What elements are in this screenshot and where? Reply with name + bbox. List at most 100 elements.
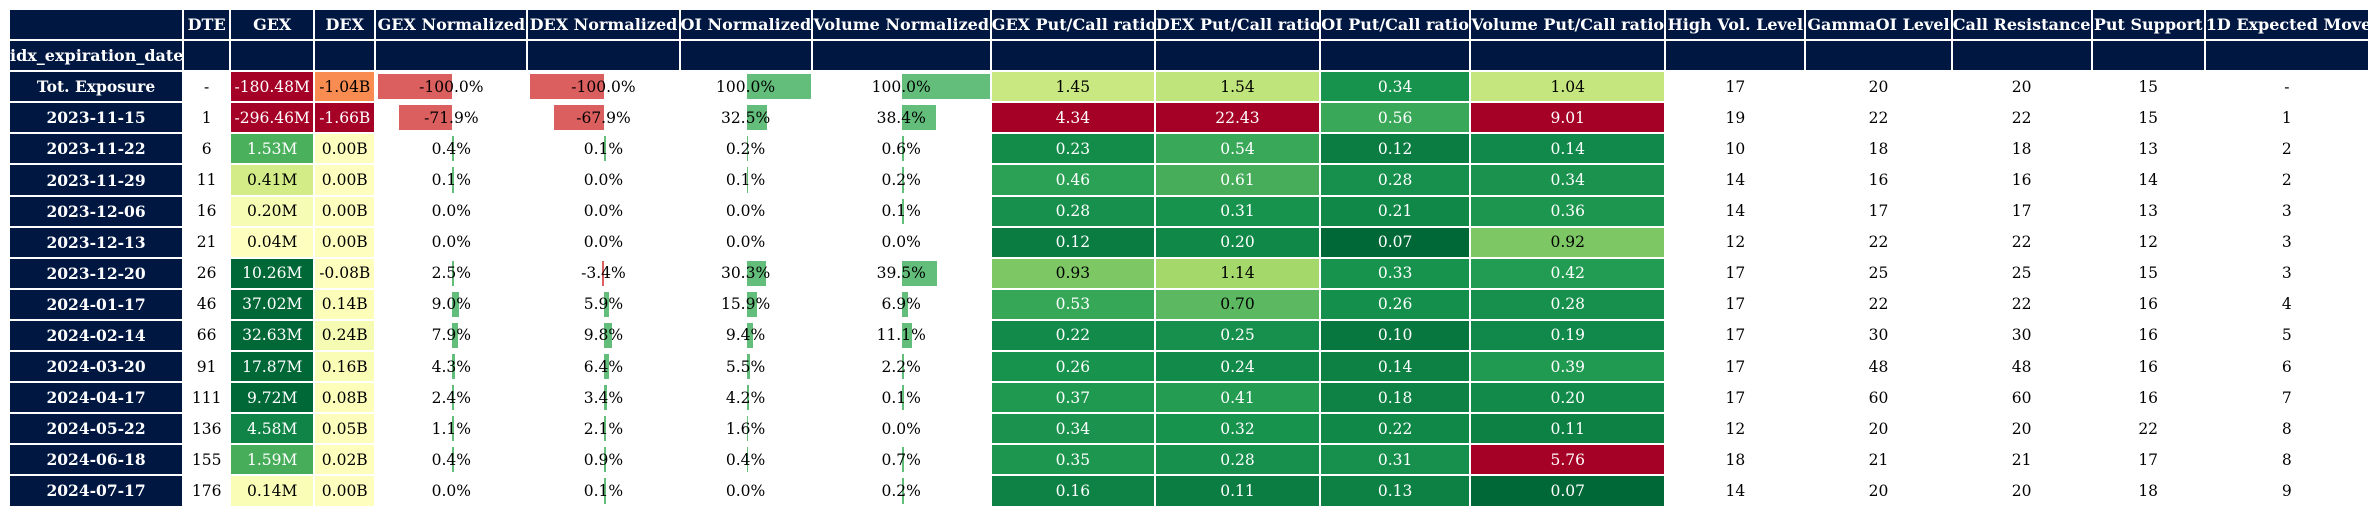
- column-header-dte: DTE: [182, 7, 232, 42]
- bar-cell: 0.2%: [678, 132, 813, 166]
- cell-value: 17.87M: [229, 350, 316, 384]
- cell-value: 12: [2090, 225, 2206, 259]
- cell-value: 0.14: [1319, 350, 1472, 384]
- column-header-dex: DEX: [313, 7, 377, 42]
- cell-value: 0.0%: [583, 233, 624, 252]
- cell-value: -100.0%: [419, 77, 484, 96]
- data-bar: [746, 416, 749, 442]
- bar-cell: 0.0%: [526, 163, 681, 197]
- cell-value: 30.3%: [720, 264, 771, 283]
- cell-value: 100.0%: [716, 77, 776, 96]
- cell-value: 18: [2090, 474, 2206, 508]
- bar-cell: 0.0%: [810, 225, 992, 259]
- cell-value: 0.04M: [229, 225, 316, 259]
- cell-value: 15: [2090, 256, 2206, 290]
- cell-value: 22: [1950, 225, 2093, 259]
- cell-value: 17: [1664, 287, 1807, 321]
- bar-cell: 2.5%: [374, 256, 529, 290]
- data-bar: [378, 74, 453, 100]
- cell-value: 60: [1950, 381, 2093, 415]
- data-bar: [902, 354, 905, 380]
- cell-value: 1.04: [1469, 70, 1667, 104]
- bar-cell: -100.0%: [374, 70, 529, 104]
- row-label: 2023-11-15: [7, 101, 185, 135]
- index-header-blank: [7, 7, 185, 42]
- cell-value: 0.53: [989, 287, 1156, 321]
- table-body: Tot. Exposure - -180.48M -1.04B -100.0% -100.…: [7, 70, 2371, 508]
- bar-cell: 2.4%: [374, 381, 529, 415]
- table-row: 2023-12-06 16 0.20M 0.00B 0.0% 0.0% 0.0% 0.1% 0.…: [7, 194, 2371, 228]
- table-row: Tot. Exposure - -180.48M -1.04B -100.0% -100.…: [7, 70, 2371, 104]
- cell-value: 17: [1950, 194, 2093, 228]
- data-bar: [902, 198, 904, 224]
- cell-value: 0.05B: [313, 412, 377, 446]
- column-header-put-support: Put Support: [2090, 7, 2206, 42]
- bar-cell: 0.2%: [810, 474, 992, 508]
- index-row-blank: [374, 39, 529, 73]
- data-bar: [902, 322, 912, 349]
- cell-value: 5.5%: [725, 357, 766, 376]
- row-label: 2024-04-17: [7, 381, 185, 415]
- cell-value: 39.5%: [876, 264, 926, 283]
- index-row-blank: [182, 39, 232, 73]
- bar-cell: 0.1%: [526, 474, 681, 508]
- cell-value: 0.26: [1319, 287, 1472, 321]
- data-bar: [604, 478, 606, 504]
- cell-value: 17: [1664, 70, 1807, 104]
- cell-value: 16: [1950, 163, 2093, 197]
- column-header-dex-normalized: DEX Normalized: [526, 7, 681, 42]
- cell-value: 0.22: [1319, 412, 1472, 446]
- cell-value: 155: [182, 443, 232, 477]
- index-row-blank: [526, 39, 681, 73]
- cell-value: 0.22: [989, 318, 1156, 353]
- cell-value: 13: [2090, 132, 2206, 166]
- data-bar: [604, 291, 609, 317]
- bar-cell: 0.0%: [526, 194, 681, 228]
- bar-cell: 5.9%: [526, 287, 681, 321]
- table-row: 2024-04-17 111 9.72M 0.08B 2.4% 3.4% 4.2% 0.1% 0…: [7, 381, 2371, 415]
- cell-value: 7.9%: [431, 326, 472, 345]
- cell-value: 0.20: [1153, 225, 1322, 259]
- cell-value: -1.04B: [313, 70, 377, 104]
- bar-cell: 0.1%: [810, 381, 992, 415]
- bar-cell: 4.2%: [678, 381, 813, 415]
- cell-value: 20: [1950, 474, 2093, 508]
- cell-value: 16: [2090, 287, 2206, 321]
- cell-value: 0.1%: [583, 139, 624, 158]
- cell-value: 14: [1664, 194, 1807, 228]
- cell-value: 20: [1804, 474, 1953, 508]
- cell-value: 6: [182, 132, 232, 166]
- cell-value: 0.28: [1153, 443, 1322, 477]
- cell-value: 0.23: [989, 132, 1156, 166]
- table-row: 2024-01-17 46 37.02M 0.14B 9.0% 5.9% 15.9% 6.9%…: [7, 287, 2371, 321]
- cell-value: 0.2%: [881, 481, 921, 500]
- data-bar: [604, 136, 606, 162]
- data-bar: [452, 260, 455, 286]
- cell-value: 0.0%: [583, 202, 624, 221]
- cell-value: -71.9%: [424, 108, 479, 127]
- cell-value: 0.13: [1319, 474, 1472, 508]
- data-bar: [902, 74, 989, 100]
- column-header-1d-expected-move: 1D Expected Move: [2203, 7, 2371, 42]
- cell-value: 0.28: [1319, 163, 1472, 197]
- bar-cell: 0.0%: [678, 194, 813, 228]
- cell-value: 9: [2203, 474, 2371, 508]
- data-bar: [902, 167, 904, 193]
- cell-value: 12: [1664, 412, 1807, 446]
- cell-value: 17: [1664, 350, 1807, 384]
- data-bar: [554, 105, 605, 131]
- table-row: 2024-03-20 91 17.87M 0.16B 4.3% 6.4% 5.5% 2.2% 0…: [7, 350, 2371, 384]
- index-name-header: idx_expiration_date: [7, 39, 185, 73]
- bar-cell: 0.2%: [810, 163, 992, 197]
- column-header-gex-normalized: GEX Normalized: [374, 7, 529, 42]
- cell-value: 0.34: [989, 412, 1156, 446]
- cell-value: 0.26: [989, 350, 1156, 384]
- bar-cell: 30.3%: [678, 256, 813, 290]
- row-label: 2024-06-18: [7, 443, 185, 477]
- data-bar: [746, 167, 749, 193]
- cell-value: 0.41: [1153, 381, 1322, 415]
- cell-value: 0.1%: [881, 202, 921, 221]
- bar-cell: 38.4%: [810, 101, 992, 135]
- cell-value: 18: [1664, 443, 1807, 477]
- bar-cell: 0.0%: [678, 474, 813, 508]
